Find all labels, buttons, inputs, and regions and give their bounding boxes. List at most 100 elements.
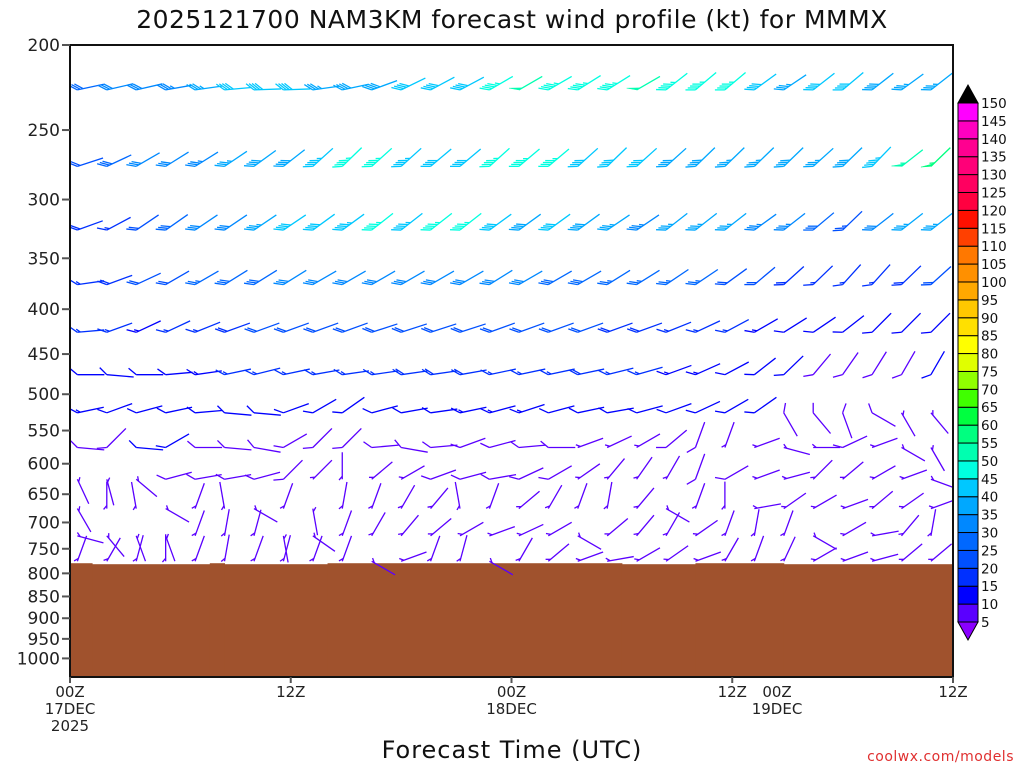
wind-barb [398, 465, 425, 480]
wind-barb [479, 75, 514, 91]
wind-barb [332, 322, 368, 333]
wind-barb [165, 505, 190, 523]
colorbar-box [957, 603, 979, 623]
wind-barb [243, 269, 278, 286]
wind-barb [750, 535, 765, 562]
wind-barb [479, 322, 516, 333]
wind-barb [97, 83, 134, 91]
wind-barb [568, 368, 605, 376]
wind-barb [243, 214, 277, 231]
wind-barb [303, 369, 340, 376]
wind-barb [302, 427, 333, 450]
wind-barb [279, 535, 292, 562]
colorbar-label: 65 [981, 400, 998, 416]
wind-barb [891, 212, 924, 231]
wind-barb [253, 505, 278, 523]
x-axis-title: Forecast Time (UTC) [382, 736, 643, 764]
wind-barb [303, 322, 339, 333]
wind-barb [773, 317, 808, 333]
wind-barb [509, 467, 544, 480]
colorbar-label: 30 [981, 526, 998, 542]
wind-barb [216, 405, 252, 416]
wind-barb [480, 405, 516, 414]
wind-barb [840, 551, 869, 562]
wind-barb [597, 147, 628, 168]
wind-barb [312, 506, 319, 536]
wind-barb [427, 517, 452, 537]
terrain-segment [224, 564, 329, 677]
wind-barb [656, 402, 692, 414]
wind-barb [840, 498, 869, 510]
colorbar-label: 150 [981, 96, 1007, 112]
wind-barb [721, 537, 739, 562]
wind-barb [862, 351, 887, 379]
wind-barb [901, 444, 926, 462]
wind-barb [273, 149, 306, 168]
wind-barb [214, 214, 248, 231]
colorbar-label: 5 [981, 615, 990, 631]
wind-barb [832, 315, 865, 333]
wind-barb [752, 437, 780, 449]
wind-barb [338, 510, 353, 537]
wind-barb [76, 476, 90, 505]
wind-barb [191, 483, 205, 509]
colorbar-box [957, 567, 979, 587]
wind-barb [132, 535, 144, 562]
y-tick-label: 800 [28, 564, 60, 584]
wind-barb [891, 312, 922, 334]
wind-barb [870, 530, 899, 537]
wind-barb [869, 437, 898, 449]
wind-barb [721, 421, 735, 448]
wind-barb [714, 72, 746, 91]
colorbar-label: 120 [981, 203, 1007, 219]
wind-barb [155, 151, 189, 168]
wind-barb [538, 148, 570, 168]
wind-barb [891, 350, 916, 379]
wind-barb [130, 481, 137, 511]
wind-barb [420, 76, 455, 91]
wind-barb [626, 322, 663, 333]
wind-barb [216, 439, 252, 451]
wind-barb [391, 270, 425, 286]
wind-barb [220, 534, 230, 563]
wind-barb [128, 439, 164, 451]
wind-barb [869, 465, 896, 480]
terrain-segment [327, 563, 623, 677]
wind-barb [781, 492, 807, 510]
wind-barb [509, 322, 545, 333]
wind-barb [427, 487, 449, 510]
wind-barb [744, 266, 776, 286]
wind-barb [634, 547, 661, 562]
wind-barb [832, 147, 863, 168]
wind-barb [362, 405, 398, 414]
wind-barb [812, 532, 837, 550]
wind-barb [750, 509, 760, 537]
y-tick-label: 450 [28, 345, 60, 365]
wind-barb [165, 533, 176, 562]
x-tick-label: 18DEC [486, 700, 537, 718]
y-tick-label: 650 [28, 485, 60, 505]
wind-barb [161, 534, 167, 563]
colorbar-box [957, 245, 979, 265]
credit-text: coolwx.com/models [867, 749, 1014, 765]
colorbar-label: 105 [981, 257, 1007, 273]
wind-barb [803, 72, 835, 91]
colorbar-box [957, 281, 979, 301]
wind-barb [215, 368, 252, 376]
colorbar-label: 100 [981, 275, 1007, 291]
wind-barb [891, 149, 924, 167]
wind-barb [97, 274, 133, 286]
wind-barb [575, 551, 604, 562]
wind-barb [309, 535, 323, 562]
wind-barb [662, 512, 681, 537]
wind-barb [685, 320, 721, 333]
wind-barb [597, 75, 631, 91]
wind-barb [510, 441, 546, 449]
y-tick-label: 350 [28, 249, 60, 269]
wind-barb [538, 75, 572, 91]
wind-barb [332, 396, 365, 414]
wind-barb [421, 323, 457, 333]
wind-barb [480, 439, 516, 449]
wind-barb [538, 465, 572, 480]
